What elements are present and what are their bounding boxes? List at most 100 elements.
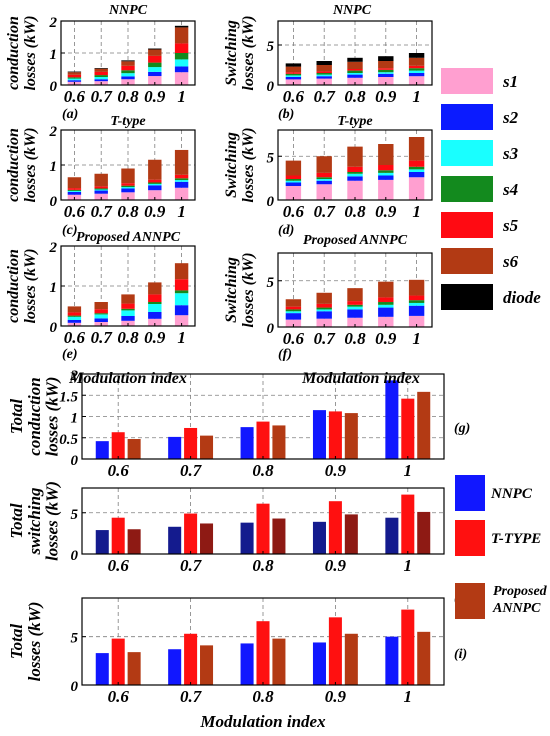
- legend-swatch-total: [455, 520, 485, 556]
- bar-s5: [94, 186, 108, 189]
- bar-s4: [347, 70, 363, 73]
- x-tick-label: 0.6: [108, 556, 130, 575]
- bar-diode: [378, 56, 394, 61]
- bar-s1: [285, 186, 302, 200]
- bar-nnpc: [168, 436, 182, 459]
- bar-s3: [67, 78, 82, 81]
- bar-s4: [174, 290, 189, 294]
- x-tick-label: 0.8: [252, 556, 274, 575]
- bar-s6: [347, 288, 363, 302]
- chart-f: 0 5 0.6 0.7 0.8 0.9 1 Proposed ANNPC (f) Switchin…: [223, 233, 433, 362]
- bar-s4: [285, 73, 302, 76]
- bar-s6: [94, 173, 108, 187]
- bar-nnpc: [168, 649, 182, 685]
- bar-proposed-annpc: [344, 633, 358, 685]
- x-tick-label: 0.8: [344, 87, 366, 106]
- bar-s3: [67, 316, 82, 320]
- bar-s2: [121, 316, 135, 321]
- legend-swatch-s3: [441, 140, 493, 166]
- bar-proposed-annpc: [272, 425, 286, 459]
- bar-s6: [121, 168, 135, 184]
- bar-s3: [347, 73, 363, 75]
- bar-s2: [316, 76, 332, 79]
- bar-nnpc: [312, 642, 326, 685]
- bar-proposed-annpc: [200, 435, 214, 459]
- bar-s1: [347, 77, 363, 85]
- bar-s2: [347, 309, 363, 318]
- x-axis-label-f: Modulation index: [301, 370, 420, 387]
- bar-s3: [347, 306, 363, 310]
- bar-s2: [67, 80, 82, 82]
- bar-s4: [174, 53, 189, 60]
- bar-s1: [408, 315, 425, 327]
- bar-s6: [285, 299, 302, 307]
- legend-label-s3: s3: [502, 144, 519, 163]
- bar-s3: [285, 75, 302, 77]
- bar-s6: [408, 279, 425, 296]
- bar-s5: [285, 72, 302, 74]
- y-tick-label: 5: [71, 631, 79, 647]
- y-axis-label: losses (kW): [43, 377, 62, 457]
- bar-nnpc: [168, 526, 182, 554]
- legend-swatch-total: [455, 475, 485, 511]
- bar-s5: [94, 309, 108, 314]
- bar-t-type: [184, 513, 198, 554]
- legend-label-diode: diode: [503, 288, 541, 307]
- bar-s6: [378, 144, 394, 165]
- bar-s5: [378, 297, 394, 303]
- bar-s5: [347, 166, 363, 172]
- bar-nnpc: [312, 521, 326, 554]
- bar-s3: [378, 172, 394, 176]
- x-axis-label-i: Modulation index: [199, 712, 326, 731]
- bar-s3: [378, 72, 394, 74]
- y-tick-label: 0: [50, 320, 58, 336]
- bar-nnpc: [385, 380, 399, 459]
- y-axis-label: conduction: [5, 16, 22, 90]
- bar-s5: [316, 172, 332, 178]
- x-tick-label: 0.9: [325, 556, 347, 575]
- x-tick-label: 1: [412, 202, 421, 221]
- bar-s3: [148, 67, 162, 72]
- bar-t-type: [111, 517, 125, 554]
- y-tick-label: 0.5: [59, 432, 78, 448]
- bar-s1: [174, 72, 189, 85]
- y-axis-label: switching: [25, 487, 44, 556]
- x-tick-label: 0.7: [180, 556, 203, 575]
- legend-swatch-diode: [441, 284, 493, 310]
- y-tick-label: 5: [267, 39, 275, 55]
- y-tick-label: 1: [50, 47, 58, 63]
- bar-proposed-annpc: [344, 413, 358, 459]
- bar-s1: [148, 190, 162, 200]
- x-tick-label: 0.8: [252, 461, 274, 480]
- x-tick-label: 0.7: [91, 328, 114, 347]
- bar-s4: [285, 309, 302, 312]
- bar-s6: [148, 49, 162, 56]
- bar-s6: [148, 159, 162, 180]
- bar-s1: [121, 192, 135, 200]
- bar-s5: [316, 71, 332, 73]
- bar-s2: [408, 172, 425, 178]
- bar-s5: [378, 68, 394, 70]
- bar-diode: [148, 48, 162, 50]
- bar-s4: [378, 302, 394, 305]
- y-tick-label: 2: [49, 240, 58, 256]
- x-axis-label-e: Modulation index: [68, 370, 187, 387]
- x-tick-label: 1: [177, 328, 186, 347]
- y-tick-label: 2: [49, 124, 58, 140]
- x-tick-label: 0.9: [144, 202, 166, 221]
- bar-s4: [347, 304, 363, 307]
- y-axis-label: losses (kW): [240, 15, 257, 90]
- bar-s5: [408, 160, 425, 167]
- y-axis-label: Switching: [223, 257, 240, 323]
- bar-s1: [408, 177, 425, 200]
- bar-s4: [316, 307, 332, 310]
- bar-t-type: [401, 609, 415, 685]
- bar-s1: [347, 180, 363, 200]
- x-tick-label: 0.7: [314, 329, 337, 348]
- bar-s5: [121, 65, 135, 71]
- bar-t-type: [184, 427, 198, 459]
- bar-s2: [408, 305, 425, 316]
- legend-label-total: NNPC: [490, 486, 533, 502]
- y-tick-label: 1: [50, 280, 58, 296]
- bar-nnpc: [312, 410, 326, 459]
